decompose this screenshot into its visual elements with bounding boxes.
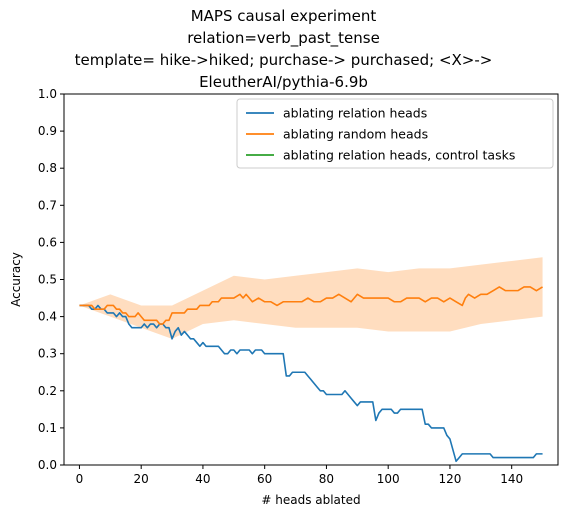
confidence-band-layer	[79, 257, 543, 339]
chart-title-line: EleutherAI/pythia-6.9b	[199, 73, 368, 91]
y-tick-label: 0.6	[38, 235, 57, 249]
y-tick-label: 0.7	[38, 198, 57, 212]
y-tick-label: 0.3	[38, 347, 57, 361]
chart-title-line: template= hike->hiked; purchase-> purcha…	[74, 51, 493, 69]
x-tick-label: 140	[500, 472, 523, 486]
axis-ticks: 0 20 40 60 80 100 120 140 0.0 0.1 0.2 0.3 0.4 0.5 0.6 0…	[38, 87, 523, 486]
legend: ablating relation heads ablating random h…	[236, 98, 554, 169]
x-tick-label: 0	[76, 472, 84, 486]
x-tick-label: 120	[438, 472, 461, 486]
chart-title-line: MAPS causal experiment	[190, 7, 377, 25]
y-tick-label: 0.0	[38, 458, 57, 472]
y-tick-label: 0.2	[38, 384, 57, 398]
series-1-confidence-band	[79, 257, 543, 339]
legend-entry-2: ablating relation heads, control tasks	[283, 148, 515, 163]
y-tick-label: 0.5	[38, 273, 57, 287]
series-lines	[79, 286, 543, 463]
x-axis-label: # heads ablated	[261, 493, 360, 507]
y-tick-label: 0.4	[38, 310, 57, 324]
x-tick-label: 80	[319, 472, 334, 486]
y-tick-label: 1.0	[38, 87, 57, 101]
y-axis-label: Accuracy	[9, 252, 23, 307]
x-tick-label: 20	[134, 472, 149, 486]
legend-entry-0: ablating relation heads	[283, 106, 427, 121]
series-0-line	[79, 304, 543, 463]
legend-entry-1: ablating random heads	[283, 127, 428, 142]
y-tick-label: 0.8	[38, 161, 57, 175]
x-tick-label: 40	[195, 472, 210, 486]
y-tick-label: 0.1	[38, 421, 57, 435]
y-tick-label: 0.9	[38, 124, 57, 138]
legend-box	[236, 98, 554, 169]
chart-title-line: relation=verb_past_tense	[187, 29, 380, 47]
x-tick-label: 60	[257, 472, 272, 486]
x-tick-label: 100	[377, 472, 400, 486]
series-1-line	[79, 286, 543, 325]
